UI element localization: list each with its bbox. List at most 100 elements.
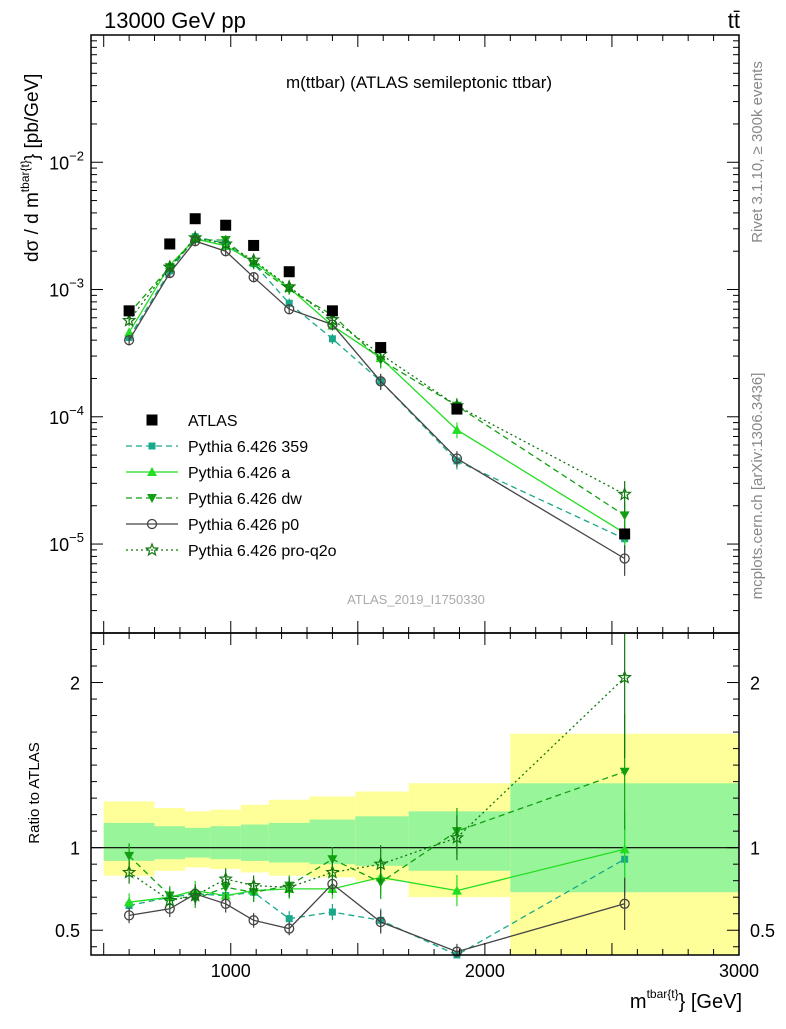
pq2o-point [218, 871, 233, 886]
legend-label: Pythia 6.426 359 [188, 439, 308, 456]
legend-item-p359: Pythia 6.426 359 [126, 439, 308, 456]
pa-point [451, 424, 462, 434]
pp0-point [248, 915, 259, 926]
pp0-point [123, 910, 135, 921]
main-y-tick-label-exp: −3 [69, 276, 84, 291]
ratio-band-green [185, 827, 211, 858]
pq2o-point [162, 892, 178, 907]
pq2o-point [325, 311, 340, 326]
x-axis-title: mtbar{t}} [GeV] [630, 987, 742, 1013]
legend-item-atlas: ATLAS [146, 413, 238, 430]
pdw-point [619, 767, 630, 777]
ratio-y-tick-label-right: 1 [750, 839, 760, 859]
ratio-band-green [154, 826, 186, 860]
main-plot-area [121, 213, 632, 576]
pq2o-point [121, 864, 137, 879]
main-y-axis-title-sup: tbar{t} [18, 160, 32, 192]
x-tick-label: 2000 [465, 961, 505, 981]
pp0-point [619, 553, 630, 564]
x-axis-title-unit: } [GeV] [679, 991, 742, 1013]
ratio-panel: 0.5 0.5 1 1 2 2 1000 2000 3000 Ratio to ATLAS mt… [26, 632, 775, 1013]
legend-item-pa: Pythia 6.426 a [126, 465, 290, 482]
p359-point [328, 335, 336, 343]
p359-line [128, 235, 625, 540]
main-y-axis: 10−210−310−410−5 [49, 34, 740, 634]
ratio-y-tick-label: 0.5 [55, 921, 80, 941]
main-y-tick-label-base: 10 [49, 535, 69, 555]
legend-label: ATLAS [188, 413, 238, 430]
pdw-point [327, 855, 338, 865]
pdw-point [619, 511, 630, 521]
atlas-data-point [619, 528, 631, 540]
main-y-axis-title-unit: } [pb/GeV] [22, 74, 43, 161]
pp0-point [248, 272, 259, 283]
pq2o-point [373, 856, 388, 871]
atlas-data-point [248, 239, 260, 251]
legend-item-pp0: Pythia 6.426 p0 [126, 517, 299, 534]
pq2o-point [449, 830, 465, 844]
p359-point [328, 908, 336, 916]
pq2o-point [246, 877, 261, 892]
series-atlas [123, 213, 631, 540]
pq2o-point [617, 669, 632, 684]
main-y-tick-label-base: 10 [49, 281, 69, 301]
legend-label: Pythia 6.426 pro-q2o [188, 543, 337, 560]
pq2o-point [218, 236, 233, 251]
p359-line [128, 858, 625, 956]
x-tick-label: 1000 [211, 961, 251, 981]
atlas-data-point [164, 238, 176, 250]
main-y-axis-title-main: dσ / d m [22, 192, 43, 262]
legend-label: Pythia 6.426 dw [188, 491, 302, 508]
main-y-tick-label: 10−2 [49, 148, 84, 173]
p359-point [285, 915, 293, 923]
pp0-point [375, 916, 386, 928]
pp0-line [128, 240, 625, 560]
main-y-tick-label-exp: −4 [69, 403, 84, 418]
legend-marker [147, 494, 157, 503]
pp0-point [123, 335, 135, 346]
pp0-point [451, 453, 463, 464]
atlas-data-point [326, 305, 338, 317]
main-y-tick-label: 10−3 [49, 276, 84, 301]
pq2o-point [187, 887, 203, 902]
atlas-data-point [220, 219, 232, 231]
rivet-version-label: Rivet 3.1.10, ≥ 300k events [749, 61, 766, 243]
pq2o-point [325, 864, 340, 879]
ratio-y-axis-title: Ratio to ATLAS [26, 742, 43, 843]
x-tick-label: 3000 [719, 961, 759, 981]
ratio-plot-frame [90, 632, 740, 956]
pa-line [129, 848, 625, 903]
main-plot-title: m(ttbar) (ATLAS semileptonic ttbar) [286, 73, 552, 92]
legend: ATLAS Pythia 6.426 359 Pythia 6.426 a Pythi… [126, 413, 337, 560]
pq2o-point [617, 486, 632, 501]
atlas-data-point [123, 305, 135, 317]
x-axis-title-main: m [630, 991, 647, 1013]
header-process-label: tt̄ [728, 8, 740, 33]
watermark: ATLAS_2019_I1750330 [347, 592, 485, 607]
ratio-band-green [355, 816, 409, 866]
pdw-point [124, 851, 135, 861]
pq2o-point [121, 312, 137, 327]
ratio-y-tick-label-right: 0.5 [750, 921, 775, 941]
ratio-band-green [268, 822, 310, 863]
legend-label: Pythia 6.426 a [188, 465, 290, 482]
mcplots-label: mcplots.cern.ch [arXiv:1306.3436] [749, 373, 766, 600]
main-y-tick-label-base: 10 [49, 153, 69, 173]
pp0-point [220, 898, 231, 909]
p359-point [285, 299, 293, 307]
atlas-data-point [451, 403, 463, 415]
pp0-line [128, 883, 625, 953]
main-plot-frame-bg [91, 35, 739, 633]
ratio-y-tick-label: 2 [70, 674, 80, 694]
pq2o-point [246, 252, 261, 267]
legend-atlas-marker [146, 414, 158, 426]
pq2o-line [128, 677, 626, 902]
pa-point [451, 885, 462, 895]
legend-item-pq2o: Pythia 6.426 pro-q2o [126, 542, 337, 560]
pq2o-point [162, 259, 178, 274]
main-y-tick-label: 10−5 [49, 530, 84, 555]
pp0-point [375, 376, 386, 387]
legend-marker [146, 518, 158, 530]
pa-point [124, 897, 135, 907]
